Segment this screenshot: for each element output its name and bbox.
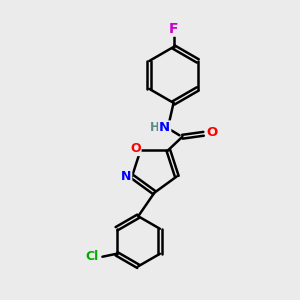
Text: H: H <box>150 122 160 134</box>
Text: Cl: Cl <box>86 250 99 262</box>
Text: N: N <box>159 122 170 134</box>
Text: O: O <box>206 126 218 139</box>
Text: N: N <box>121 170 131 183</box>
Text: O: O <box>130 142 141 155</box>
Text: F: F <box>169 22 178 36</box>
